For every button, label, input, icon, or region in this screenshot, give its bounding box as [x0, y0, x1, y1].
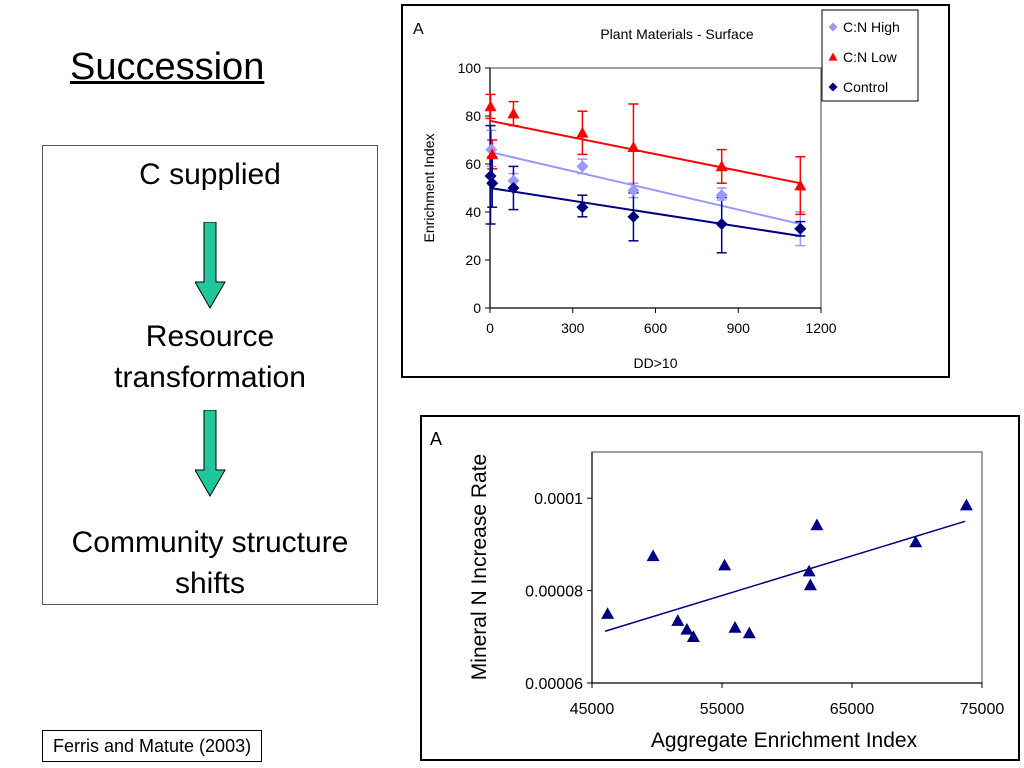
y-axis-label: Mineral N Increase Rate [468, 454, 491, 680]
x-axis-label: DD>10 [634, 355, 678, 371]
succession-flow-box: C supplied Resource transformation Commun… [42, 145, 378, 605]
data-point [576, 126, 589, 138]
data-point [715, 160, 728, 172]
data-point [794, 222, 807, 235]
trendline [489, 119, 801, 185]
x-tick-label: 65000 [830, 701, 875, 718]
y-tick-label: 60 [465, 156, 481, 172]
data-point [909, 535, 923, 548]
data-point [507, 182, 520, 194]
flow-step-line: C supplied [139, 158, 281, 191]
x-tick-label: 1200 [805, 320, 836, 336]
panel-letter: A [413, 21, 424, 38]
data-point [646, 549, 660, 562]
data-point [959, 498, 973, 511]
data-point [680, 622, 694, 635]
trendline [489, 151, 801, 225]
panel-letter: A [430, 429, 442, 449]
flow-step-line: Community structure [71, 526, 349, 559]
data-point [718, 558, 732, 571]
data-point [671, 614, 685, 626]
legend-box [821, 9, 919, 102]
legend-marker [828, 82, 838, 92]
legend-label: C:N Low [843, 49, 898, 65]
data-point [601, 607, 615, 619]
flow-step-line: Resource [145, 320, 275, 353]
mineral-n-chart-panel: 0.00006 0.00008 0.0001 45000 55000 65000 75000… [420, 415, 1020, 761]
data-point [794, 179, 807, 191]
slide-title: Succession [70, 46, 265, 88]
flow-step-resource-transformation: Resource transformation [43, 316, 377, 398]
legend-marker [828, 52, 838, 61]
x-tick-label: 75000 [960, 701, 1005, 718]
citation: Ferris and Matute (2003) [42, 730, 263, 762]
data-point [802, 564, 816, 577]
data-point [715, 218, 728, 230]
data-point [507, 174, 520, 187]
x-tick-label: 900 [727, 320, 751, 336]
y-tick-label: 0 [473, 300, 481, 316]
data-point [486, 177, 499, 190]
y-tick-label: 20 [465, 252, 481, 268]
y-tick-label: 0.0001 [534, 491, 583, 508]
enrichment-index-chart: 0 20 40 60 80 100 0 300 600 900 1200 A Plant Materia… [413, 9, 919, 371]
legend-label: C:N High [843, 19, 900, 35]
data-point [810, 518, 824, 531]
x-tick-label: 55000 [700, 701, 745, 718]
x-tick-label: 45000 [570, 701, 615, 718]
data-point [686, 630, 700, 642]
flow-step-line: shifts [174, 567, 246, 600]
down-arrow-icon [195, 410, 226, 498]
data-point [484, 100, 497, 112]
x-tick-label: 300 [561, 320, 585, 336]
y-tick-label: 0.00008 [525, 584, 583, 601]
down-arrow-icon [195, 222, 226, 310]
x-axis-label: Aggregate Enrichment Index [651, 729, 918, 752]
data-point [728, 621, 742, 633]
data-point [803, 578, 817, 591]
y-tick-label: 80 [465, 108, 481, 124]
chart-title: Plant Materials - Surface [600, 26, 753, 42]
data-point [507, 107, 520, 119]
enrichment-chart-panel: 0 20 40 60 80 100 0 300 600 900 1200 A Plant Materia… [401, 4, 950, 378]
y-tick-label: 100 [458, 60, 482, 76]
x-tick-label: 0 [486, 320, 494, 336]
data-point [576, 201, 589, 214]
mineral-n-chart: 0.00006 0.00008 0.0001 45000 55000 65000 75000… [430, 429, 1005, 752]
data-point [627, 184, 640, 197]
data-point [486, 148, 499, 160]
data-point [627, 141, 640, 152]
x-tick-label: 600 [644, 320, 668, 336]
y-tick-label: 40 [465, 204, 481, 220]
plot-area [489, 67, 822, 309]
y-tick-label: 0.00006 [525, 676, 583, 693]
trendline [604, 520, 966, 632]
data-point [715, 189, 728, 202]
data-point [742, 626, 756, 639]
legend-label: Control [843, 79, 888, 95]
data-point [576, 160, 589, 173]
plot-area [591, 451, 983, 684]
flow-step-line: transformation [114, 361, 306, 394]
flow-step-c-supplied: C supplied [43, 154, 377, 195]
legend-marker [828, 22, 838, 32]
flow-step-community-structure-shifts: Community structure shifts [43, 522, 377, 604]
trendline [489, 187, 801, 237]
data-point [627, 210, 640, 223]
y-axis-label: Enrichment Index [421, 134, 437, 243]
